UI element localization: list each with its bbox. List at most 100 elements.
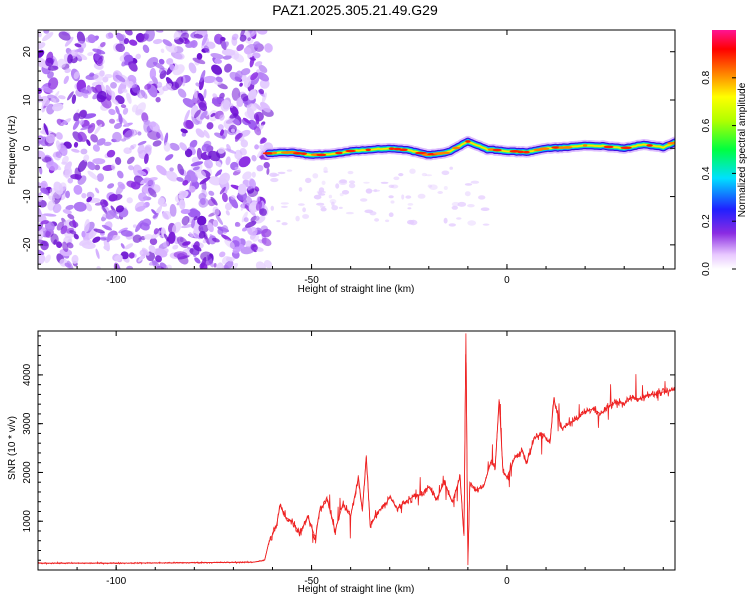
noise-blob (115, 43, 126, 53)
noise-blob (277, 171, 286, 175)
noise-blob (38, 191, 42, 200)
noise-blob (241, 227, 248, 232)
noise-blob (198, 101, 208, 112)
noise-blob (139, 249, 148, 257)
noise-blob (84, 202, 93, 212)
noise-blob (305, 177, 312, 184)
snr-series-line (38, 354, 675, 565)
noise-blob (120, 243, 125, 249)
noise-blob (114, 157, 122, 165)
noise-blob (122, 107, 129, 115)
noise-blob (144, 30, 155, 42)
noise-blob (480, 207, 490, 211)
y-tick-label: 10 (22, 94, 33, 106)
noise-blob (189, 97, 197, 105)
noise-blob (38, 196, 43, 203)
noise-blob (101, 224, 113, 231)
noise-blob (243, 77, 252, 88)
noise-blob (224, 239, 235, 249)
noise-blob (172, 244, 179, 250)
noise-blob (441, 170, 450, 176)
noise-blob (47, 71, 54, 79)
noise-blob (179, 32, 189, 43)
noise-blob (393, 176, 400, 181)
noise-blob (255, 261, 266, 269)
noise-blob (65, 204, 74, 211)
noise-blob (238, 156, 251, 168)
noise-blob (165, 170, 178, 182)
noise-blob (221, 234, 232, 242)
noise-blob (253, 41, 261, 48)
noise-blob (62, 241, 69, 253)
noise-blob (219, 186, 226, 195)
noise-blob (73, 71, 80, 80)
noise-blob (43, 123, 49, 136)
noise-blob (190, 161, 204, 167)
noise-blob (57, 58, 66, 68)
noise-blob (86, 139, 91, 146)
noise-blob (80, 88, 90, 94)
noise-blob (59, 248, 73, 257)
noise-blob (174, 52, 185, 60)
noise-blob (255, 201, 263, 211)
signal-hotspot (465, 140, 471, 143)
noise-blob (286, 169, 293, 172)
noise-blob (48, 77, 59, 90)
noise-blob (120, 117, 129, 128)
noise-blob (225, 210, 230, 216)
noise-blob (365, 188, 373, 194)
signal-hotspot (523, 150, 530, 154)
noise-blob (214, 58, 222, 64)
noise-blob (230, 128, 236, 133)
x-tick-label: -100 (106, 275, 126, 286)
noise-blob (276, 220, 281, 223)
noise-blob (184, 109, 190, 123)
noise-blob (345, 211, 354, 215)
y-tick-label: 20 (22, 46, 33, 58)
noise-blob (250, 30, 258, 38)
noise-blob (58, 182, 67, 192)
noise-blob (100, 42, 106, 48)
noise-blob (199, 110, 208, 120)
noise-blob (313, 194, 322, 200)
noise-blob (146, 56, 159, 69)
noise-blob (339, 193, 344, 197)
noise-blob (112, 131, 122, 143)
noise-blob (111, 163, 116, 171)
noise-blob (80, 148, 88, 155)
noise-blob (249, 178, 256, 189)
noise-blob (44, 221, 55, 232)
noise-blob (152, 140, 162, 147)
noise-blob (242, 171, 252, 181)
noise-blob (143, 146, 152, 156)
noise-blob (137, 131, 142, 136)
noise-blob (148, 245, 156, 253)
noise-blob (67, 177, 74, 184)
signal-hotspot (293, 152, 303, 155)
noise-blob (457, 201, 467, 207)
noise-blob (245, 220, 257, 228)
noise-blob (155, 266, 165, 269)
noise-blob (221, 41, 229, 49)
snr-line-group (38, 333, 675, 566)
noise-blob (201, 38, 209, 50)
noise-blob (123, 129, 135, 140)
noise-blob (193, 89, 198, 101)
noise-blob (319, 205, 326, 208)
noise-blob (181, 132, 187, 137)
noise-blob (79, 119, 85, 126)
noise-blob (123, 147, 132, 155)
noise-blob (42, 32, 54, 42)
noise-blob (73, 112, 80, 122)
noise-blob (425, 174, 433, 177)
noise-blob (49, 187, 62, 199)
noise-blob (251, 171, 256, 178)
noise-blob (45, 57, 54, 67)
noise-blob (38, 42, 46, 50)
noise-blob (220, 99, 231, 112)
noise-blob (45, 133, 56, 144)
noise-blob (443, 217, 448, 224)
noise-blob (207, 198, 216, 207)
noise-blob (96, 90, 107, 103)
